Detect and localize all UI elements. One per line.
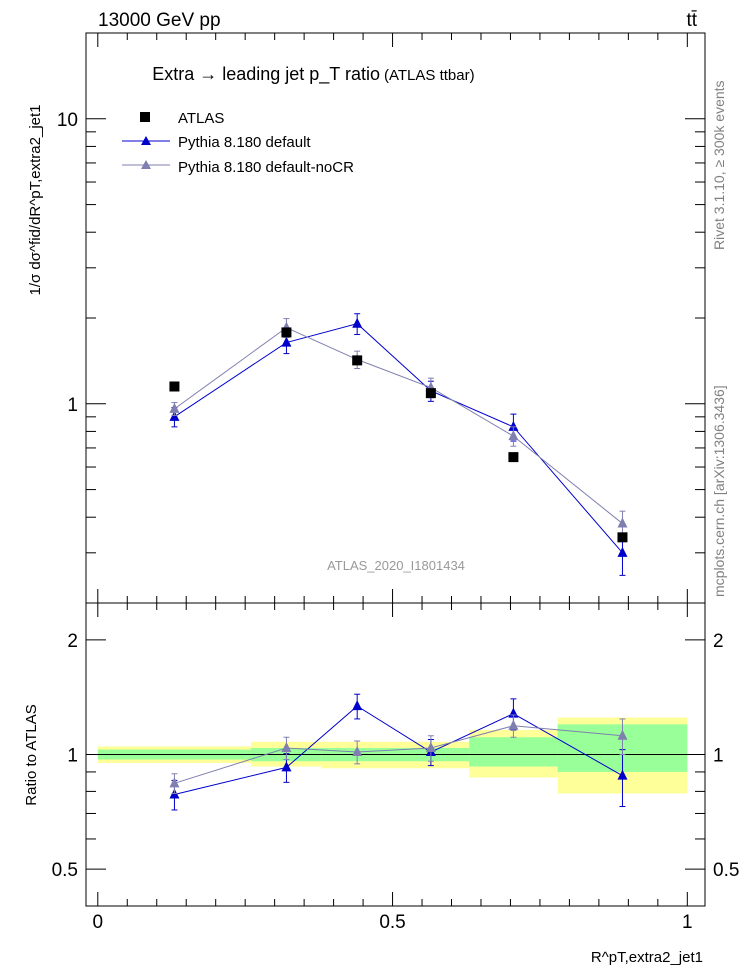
legend-atlas-marker bbox=[140, 112, 150, 122]
x-tick-label: 0 bbox=[93, 912, 104, 933]
legend-default-marker bbox=[141, 136, 151, 145]
atlas-data-point bbox=[352, 355, 363, 366]
main-series-point bbox=[508, 430, 519, 441]
ratio-series-point bbox=[508, 719, 519, 730]
ratio-series-point bbox=[352, 746, 363, 757]
main-y-axis-label: 1/σ dσ^fid/dR^pT,extra2_jet1 bbox=[27, 104, 44, 295]
ratio-y-axis-label: Ratio to ATLAS bbox=[23, 704, 40, 805]
ratio-y-tick-label-right: 2 bbox=[713, 631, 724, 652]
ratio-y-tick-label-left: 0.5 bbox=[52, 860, 78, 881]
main-series-line bbox=[174, 327, 623, 524]
plot-title-text: Extra → leading jet p_T ratio bbox=[152, 64, 380, 85]
atlas-data-point bbox=[169, 381, 180, 392]
ratio-data-marks bbox=[169, 693, 628, 811]
ratio-series-point bbox=[352, 700, 363, 711]
main-y-tick-label: 10 bbox=[57, 110, 78, 131]
main-series-point bbox=[281, 336, 292, 347]
ratio-series-line bbox=[174, 725, 623, 784]
rivet-label: Rivet 3.1.10, ≥ 300k events bbox=[711, 80, 727, 250]
plot-title: Extra → leading jet p_T ratio bbox=[152, 64, 380, 85]
ratio-y-tick-label-left: 2 bbox=[67, 631, 78, 652]
ratio-series-point bbox=[617, 729, 628, 740]
legend-nocr-marker bbox=[141, 160, 151, 169]
x-tick-label: 0.5 bbox=[379, 912, 405, 933]
ratio-series-point bbox=[281, 742, 292, 753]
energy-label: 13000 GeV pp bbox=[98, 10, 221, 31]
x-tick-label: 1 bbox=[682, 912, 693, 933]
atlas-data-point bbox=[508, 452, 519, 463]
ratio-ticks: 0.5 0.5 1 1 2 2 0 0.5 1 bbox=[52, 603, 739, 933]
main-series-point bbox=[352, 317, 363, 328]
ratio-y-tick-label-right: 1 bbox=[713, 746, 724, 767]
ratio-green-band bbox=[469, 737, 558, 767]
ratio-y-tick-label-right: 0.5 bbox=[713, 860, 739, 881]
atlas-data-point bbox=[425, 388, 436, 399]
legend-nocr-label: Pythia 8.180 default-noCR bbox=[178, 159, 354, 176]
atlas-data-point bbox=[281, 327, 292, 338]
atlas-data-point bbox=[617, 532, 628, 543]
main-data-marks bbox=[169, 313, 628, 576]
ratio-series-point bbox=[617, 769, 628, 780]
ratio-series-point bbox=[281, 761, 292, 772]
main-y-tick-label: 1 bbox=[67, 395, 78, 416]
mcplots-label: mcplots.cern.ch [arXiv:1306.3436] bbox=[711, 385, 727, 597]
main-series-line bbox=[174, 323, 623, 554]
ratio-y-tick-label-left: 1 bbox=[67, 746, 78, 767]
ratio-series-point bbox=[169, 777, 180, 788]
ratio-series-line bbox=[174, 705, 623, 796]
main-series-point bbox=[617, 546, 628, 557]
main-y-ticks: 1 10 bbox=[57, 32, 705, 604]
legend-default-label: Pythia 8.180 default bbox=[178, 134, 311, 151]
x-axis-label: R^pT,extra2_jet1 bbox=[591, 949, 703, 966]
legend-atlas-label: ATLAS bbox=[178, 110, 224, 127]
main-series-point bbox=[169, 402, 180, 413]
process-label: tt̄ bbox=[686, 10, 697, 31]
legend: ATLAS Pythia 8.180 default Pythia 8.180 … bbox=[122, 110, 354, 176]
main-series-point bbox=[617, 517, 628, 528]
ratio-series-point bbox=[425, 742, 436, 753]
analysis-watermark: ATLAS_2020_I1801434 bbox=[327, 558, 465, 573]
plot-title-suffix: (ATLAS ttbar) bbox=[384, 67, 475, 84]
main-series-point bbox=[508, 420, 519, 431]
